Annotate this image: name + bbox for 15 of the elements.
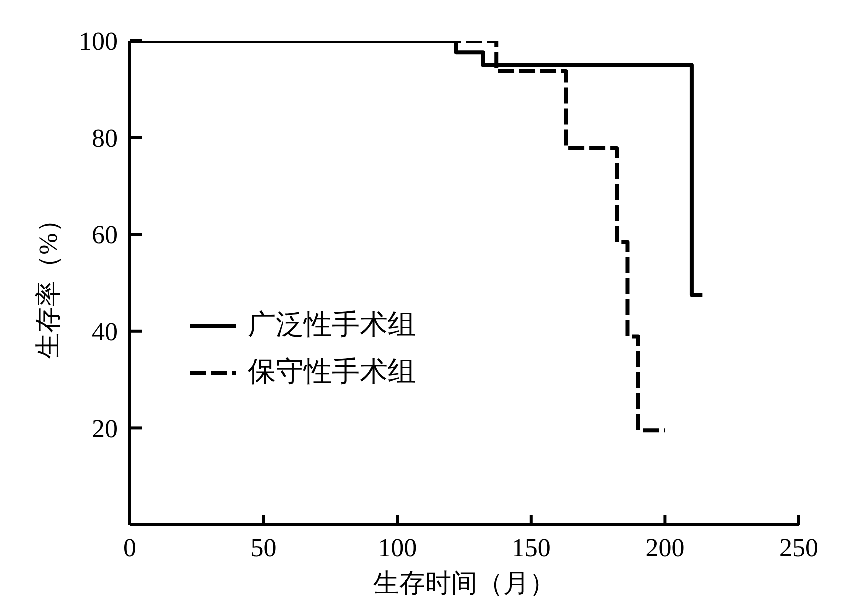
x-axis-title: 生存时间（月） [374,568,556,598]
y-tick-label: 40 [92,318,118,346]
x-tick-label: 150 [512,534,551,562]
y-tick-label: 20 [92,414,118,444]
y-tick-label: 60 [92,220,118,250]
y-tick-label: 80 [92,124,118,153]
legend-label: 保守性手术组 [248,356,416,390]
x-tick-label: 250 [780,534,818,562]
x-tick-label: 50 [250,534,277,562]
x-tick-label: 100 [378,534,418,562]
y-axis-title: 生存率（%） [34,207,62,359]
x-tick-label: 0 [124,534,136,562]
legend-label: 广泛性手术组 [248,309,416,344]
y-tick-label: 100 [79,27,118,56]
x-tick-label: 200 [646,534,685,562]
